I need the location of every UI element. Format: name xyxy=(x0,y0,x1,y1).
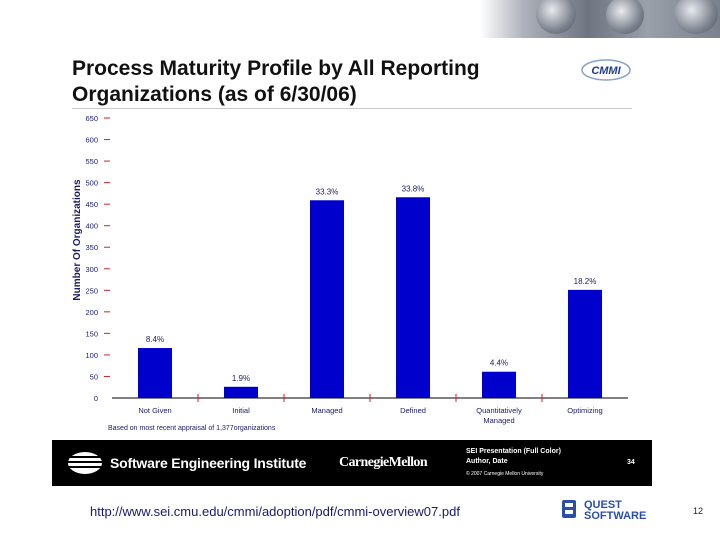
y-tick-label: 600 xyxy=(85,136,98,145)
x-tick-label: Not Given xyxy=(138,406,171,415)
y-tick-label: 350 xyxy=(85,243,98,252)
bar-data-label: 1.9% xyxy=(232,374,250,383)
quest-logo-line2: SOFTWARE xyxy=(584,510,646,522)
banner-photo-strip xyxy=(480,0,720,38)
quest-logo-line1: QUEST xyxy=(584,499,622,511)
title-divider xyxy=(72,108,632,109)
y-tick-label: 650 xyxy=(85,114,98,123)
sei-footer-bar: Software Engineering Institute CarnegieM… xyxy=(52,440,652,486)
slide-title: Process Maturity Profile by All Reportin… xyxy=(72,57,480,106)
x-tick-label: Initial xyxy=(232,406,250,415)
y-tick-label: 200 xyxy=(85,308,98,317)
bar-data-label: 4.4% xyxy=(490,359,508,368)
cmmi-logo: CMMI xyxy=(581,59,631,81)
bar xyxy=(482,371,516,398)
y-tick-label: 100 xyxy=(85,351,98,360)
banner-photo-bulb xyxy=(606,0,644,34)
y-tick-label: 0 xyxy=(94,394,98,403)
x-tick-label: Defined xyxy=(400,406,426,415)
svg-text:CMMI: CMMI xyxy=(591,65,621,77)
bar xyxy=(224,386,258,398)
y-tick-label: 400 xyxy=(85,222,98,231)
y-tick-label: 50 xyxy=(90,372,98,381)
sei-presentation-info: SEI Presentation (Full Color) Author, Da… xyxy=(466,447,561,467)
x-tick-label: Optimizing xyxy=(567,406,602,415)
bar-data-label: 33.3% xyxy=(316,187,339,196)
bar xyxy=(396,197,430,398)
slide-number: 12 xyxy=(693,506,704,516)
y-tick-label: 300 xyxy=(85,265,98,274)
x-tick-label: Quantitatively Managed xyxy=(476,406,522,425)
sei-name: Software Engineering Institute xyxy=(110,455,307,471)
presentation-type: SEI Presentation (Full Color) xyxy=(466,448,561,455)
cmu-name: CarnegieMellon xyxy=(339,455,428,470)
bar xyxy=(138,348,172,398)
banner-photo-eye xyxy=(536,0,576,34)
quest-logo-mark xyxy=(562,500,576,518)
source-link[interactable]: http://www.sei.cmu.edu/cmmi/adoption/pdf… xyxy=(90,504,460,519)
y-tick-label: 500 xyxy=(85,179,98,188)
y-tick-label: 550 xyxy=(85,157,98,166)
y-tick-label: 150 xyxy=(85,329,98,338)
y-tick-label: 450 xyxy=(85,200,98,209)
bar xyxy=(568,289,602,398)
quest-software-logo: QUEST SOFTWARE xyxy=(562,499,646,522)
top-banner xyxy=(0,0,720,40)
presentation-author: Author, Date xyxy=(466,458,508,465)
x-tick-label: Managed xyxy=(311,406,342,415)
bar-data-label: 8.4% xyxy=(146,335,164,344)
sei-globe-icon xyxy=(66,452,104,474)
y-tick-label: 250 xyxy=(85,286,98,295)
y-axis-label: Number Of Organizations xyxy=(72,179,83,301)
bar-data-label: 33.8% xyxy=(402,184,425,193)
bar-data-label: 18.2% xyxy=(574,277,597,286)
banner-photo-face xyxy=(674,0,718,34)
chart-footnote: Based on most recent appraisal of 1,377o… xyxy=(108,425,276,432)
bar xyxy=(310,200,344,398)
sei-page-number: 34 xyxy=(627,459,635,466)
sei-copyright: © 2007 Carnegie Mellon University xyxy=(466,471,544,477)
